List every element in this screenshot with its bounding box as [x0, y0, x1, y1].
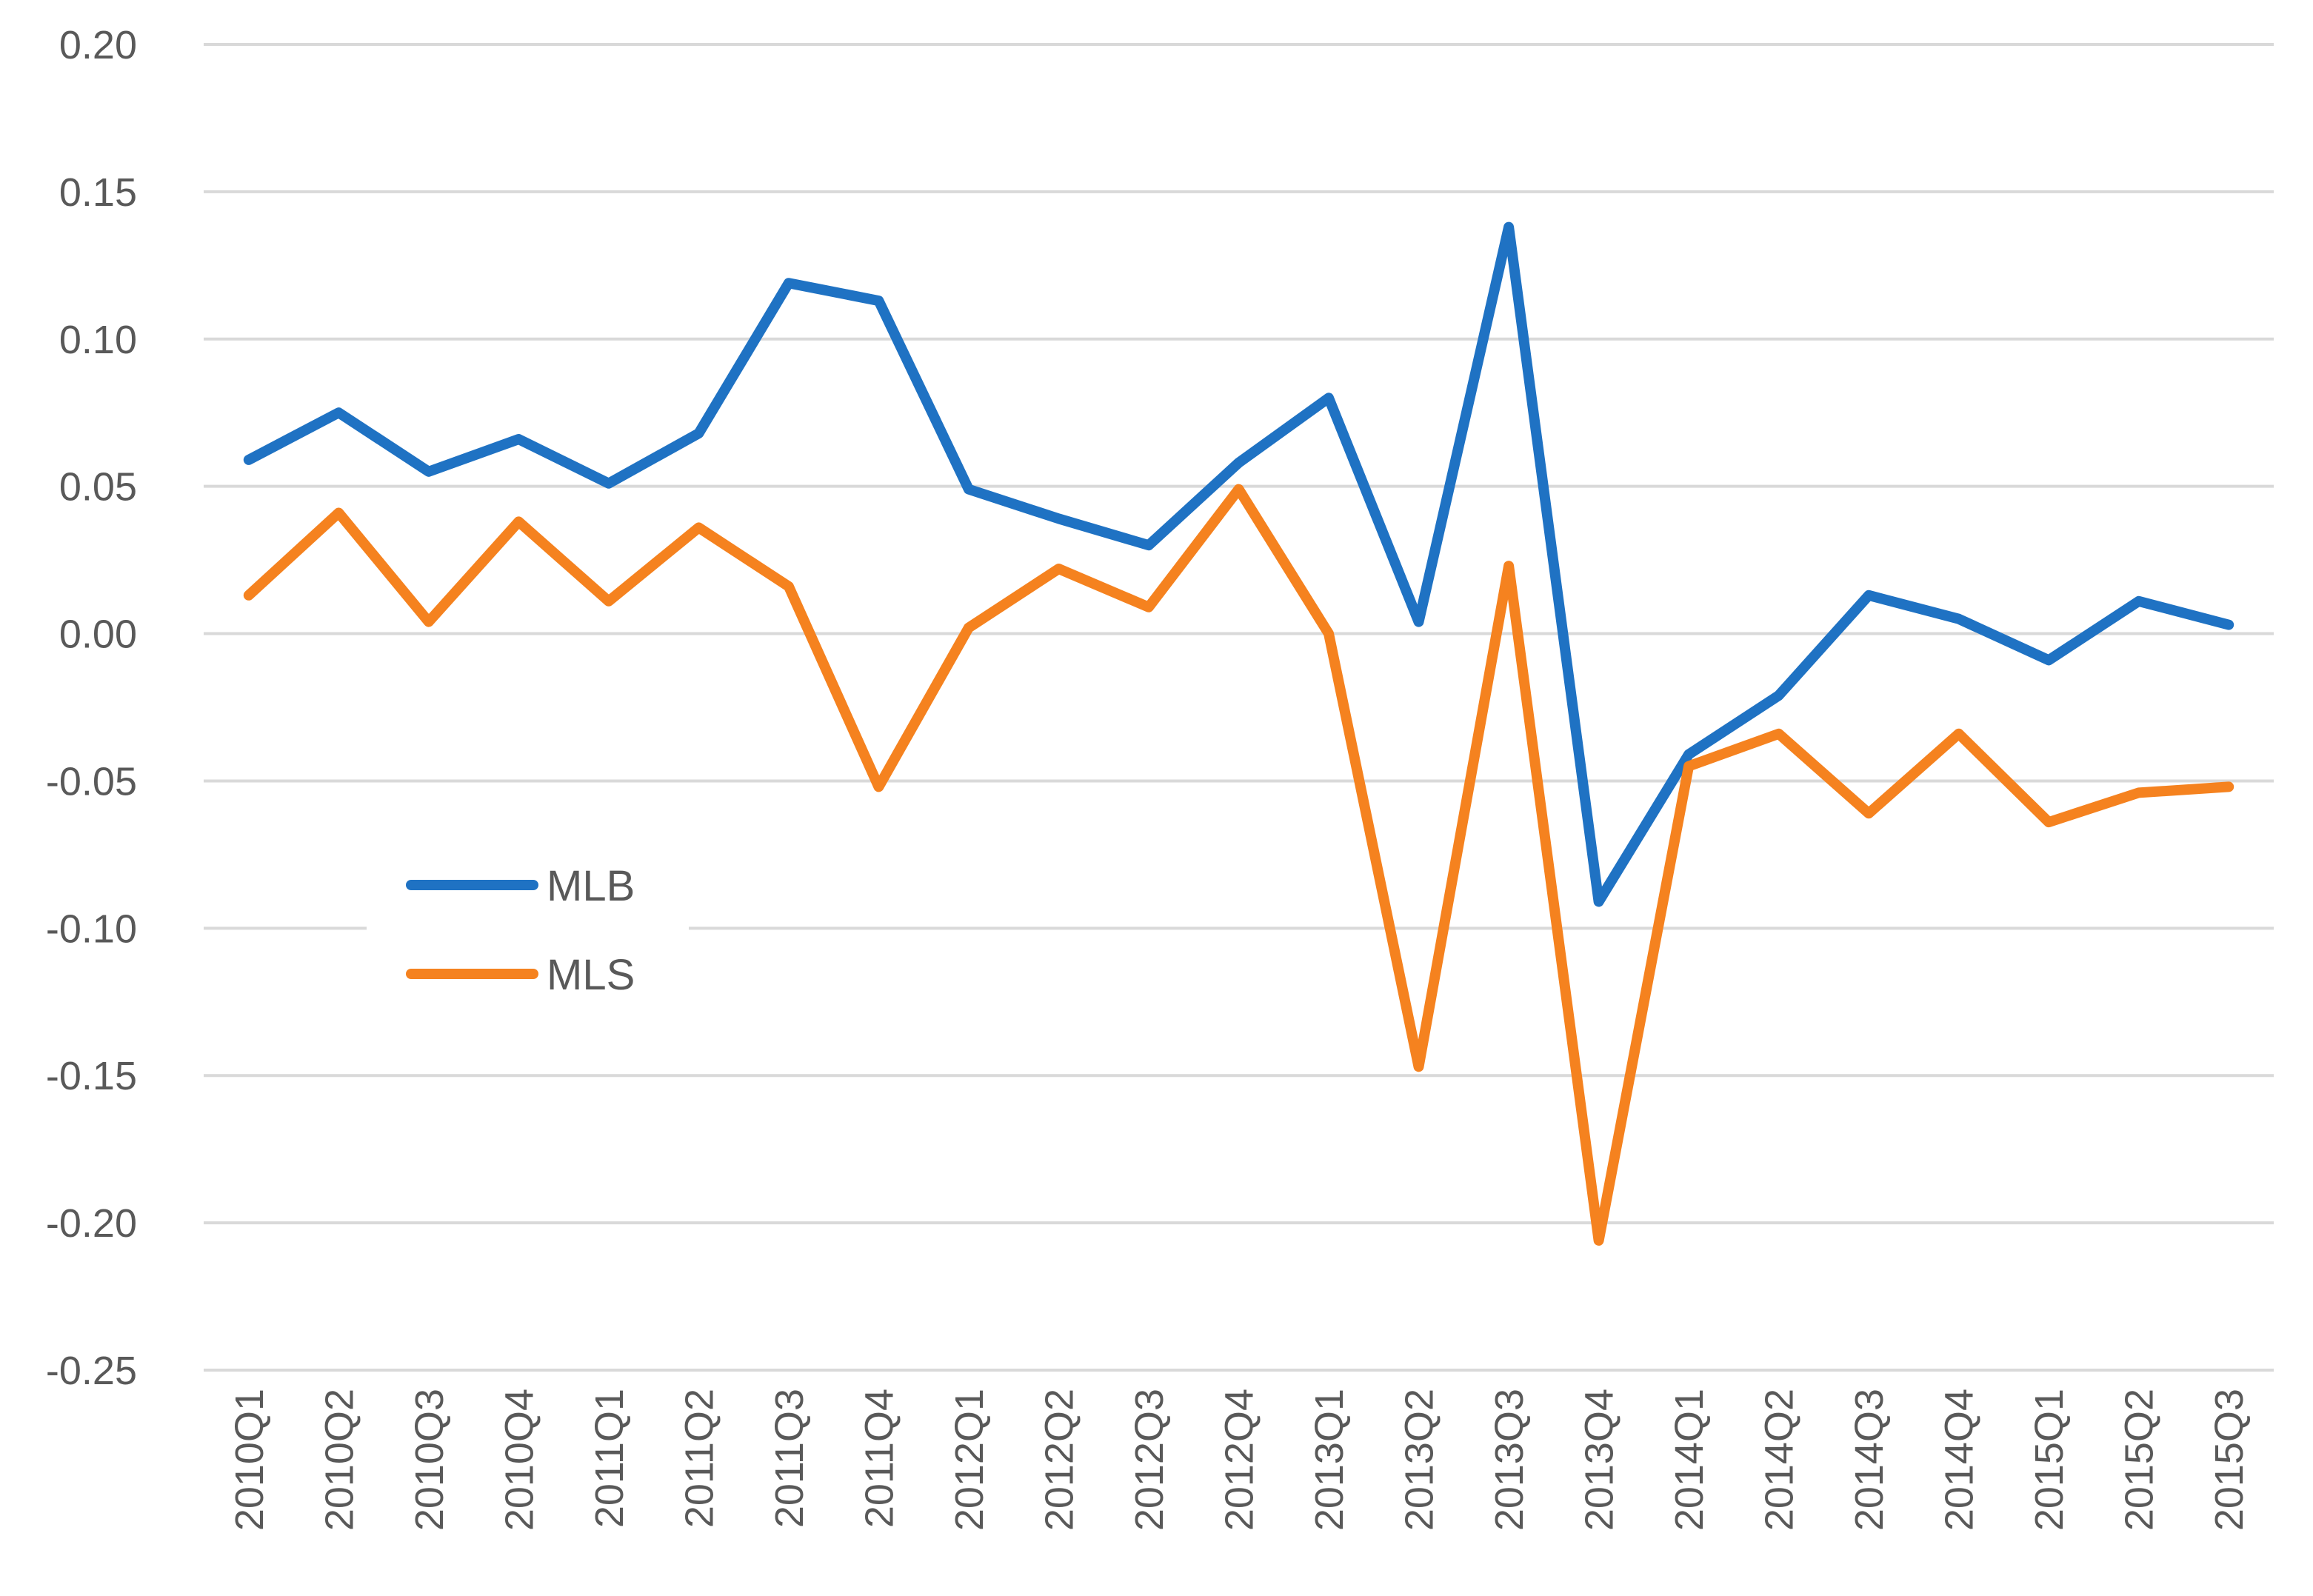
legend: MLB MLS [406, 862, 635, 999]
x-tick-label: 2014Q4 [1937, 1389, 1982, 1531]
x-tick-label: 2012Q4 [1218, 1389, 1262, 1531]
y-tick-label: -0.10 [46, 906, 137, 951]
y-tick-label: 0.05 [59, 465, 137, 510]
x-tick-label: 2013Q3 [1487, 1389, 1532, 1531]
x-tick-label: 2010Q4 [497, 1389, 541, 1531]
x-tick-label: 2014Q3 [1847, 1389, 1892, 1531]
x-tick-label: 2012Q3 [1127, 1389, 1172, 1531]
x-tick-label: 2011Q3 [767, 1389, 812, 1528]
x-tick-label: 2010Q1 [227, 1389, 272, 1531]
x-tick-label: 2011Q2 [677, 1389, 721, 1528]
y-tick-label: -0.25 [46, 1349, 137, 1393]
series-line-mls [243, 484, 2234, 1246]
x-tick-label: 2015Q3 [2207, 1389, 2252, 1531]
x-tick-label: 2011Q1 [587, 1389, 632, 1528]
x-tick-label: 2013Q2 [1398, 1389, 1442, 1531]
y-tick-label: -0.05 [46, 759, 137, 804]
legend-label-mls: MLS [547, 951, 635, 999]
legend-label-mlb: MLB [547, 862, 635, 910]
y-tick-label: 0.15 [59, 170, 137, 215]
x-tick-label: 2015Q1 [2027, 1389, 2072, 1531]
x-tick-label: 2014Q1 [1667, 1389, 1712, 1531]
x-tick-label: 2015Q2 [2117, 1389, 2162, 1531]
y-axis-tick-labels: 0.20 0.15 0.10 0.05 0.00 -0.05 -0.10 -0.15 -0.20… [46, 23, 137, 1393]
y-tick-label: 0.00 [59, 612, 137, 657]
legend-background [367, 837, 689, 1015]
x-tick-label: 2013Q1 [1307, 1389, 1352, 1531]
x-tick-label: 2014Q2 [1758, 1389, 1802, 1531]
x-axis-tick-labels: 2010Q1 2010Q2 2010Q3 2010Q4 2011Q1 2011Q2 2011… [227, 1389, 2252, 1531]
series-lines [243, 221, 2234, 1246]
y-tick-label: -0.20 [46, 1201, 137, 1246]
x-tick-label: 2010Q2 [317, 1389, 361, 1531]
x-tick-label: 2012Q2 [1037, 1389, 1081, 1531]
x-tick-label: 2013Q4 [1578, 1389, 1622, 1531]
series-line-mlb [243, 221, 2234, 907]
x-tick-label: 2010Q3 [407, 1389, 452, 1531]
y-tick-label: 0.10 [59, 318, 137, 362]
y-tick-label: -0.15 [46, 1054, 137, 1098]
y-tick-label: 0.20 [59, 23, 137, 67]
x-tick-label: 2012Q1 [947, 1389, 992, 1531]
x-tick-label: 2011Q4 [857, 1389, 901, 1528]
gridlines [204, 43, 2274, 1372]
